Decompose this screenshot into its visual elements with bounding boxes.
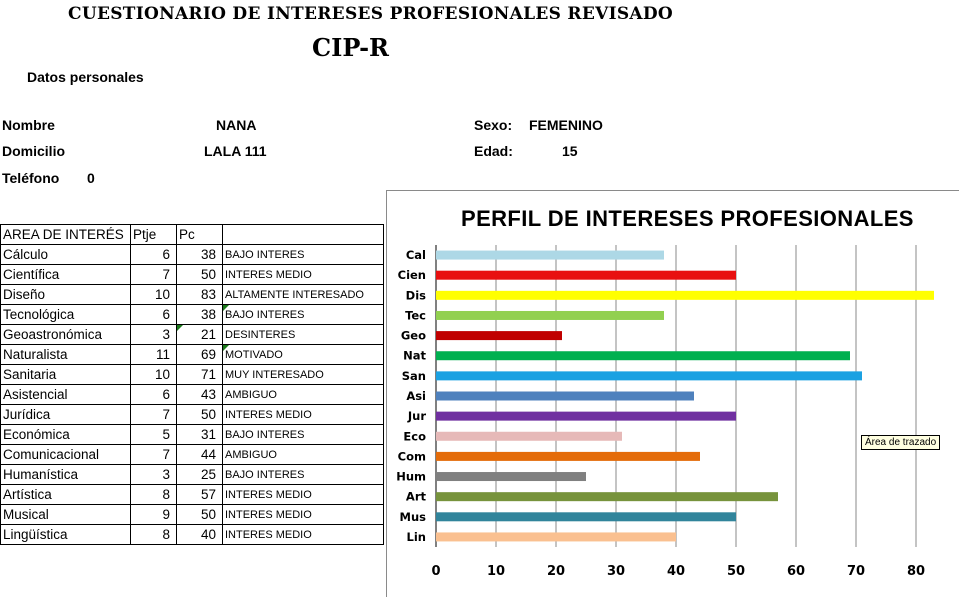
header-pc[interactable]: Pc: [176, 224, 223, 245]
y-category-label: Geo: [401, 329, 426, 343]
x-tick-label: 20: [547, 564, 565, 579]
x-tick-label: 30: [607, 564, 625, 579]
area-cell[interactable]: Naturalista: [0, 344, 131, 365]
bar-mus[interactable]: [436, 512, 736, 522]
pc-cell[interactable]: 40: [176, 524, 223, 545]
y-category-label: Tec: [405, 308, 426, 322]
age-label: Edad:: [474, 143, 513, 159]
y-category-label: Com: [398, 449, 426, 463]
bar-com[interactable]: [436, 451, 700, 461]
table-row: Artística 8 57 INTERES MEDIO: [0, 484, 384, 505]
y-category-label: Eco: [403, 429, 426, 443]
table-row: Cálculo 6 38 BAJO INTERES: [0, 244, 384, 265]
age-value[interactable]: 15: [562, 143, 578, 159]
sex-label: Sexo:: [474, 117, 513, 133]
bar-jur[interactable]: [436, 411, 736, 421]
table-row: Científica 7 50 INTERES MEDIO: [0, 264, 384, 285]
bar-eco[interactable]: [436, 431, 622, 441]
y-category-label: Lin: [407, 530, 426, 544]
interp-cell[interactable]: INTERES MEDIO: [222, 264, 384, 285]
bar-asi[interactable]: [436, 391, 694, 401]
table-row: Comunicacional 7 44 AMBIGUO: [0, 444, 384, 465]
name-label: Nombre: [2, 117, 55, 133]
y-category-label: Hum: [396, 470, 426, 484]
table-row: Tecnológica 6 38 BAJO INTERES: [0, 304, 384, 325]
table-header-row: AREA DE INTERÉS Ptje Pc: [0, 224, 384, 245]
bar-lin[interactable]: [436, 532, 676, 542]
header-area[interactable]: AREA DE INTERÉS: [0, 224, 131, 245]
x-tick-label: 0: [431, 564, 440, 579]
area-cell[interactable]: Artística: [0, 484, 131, 505]
phone-label: Teléfono: [2, 170, 60, 186]
bar-dis[interactable]: [436, 290, 934, 300]
plot-area-tooltip: Área de trazado: [861, 435, 941, 450]
x-tick-label: 60: [787, 564, 805, 579]
y-category-label: Cal: [406, 248, 426, 262]
address-label: Domicilio: [2, 143, 66, 159]
phone-value[interactable]: 0: [87, 170, 95, 186]
area-cell[interactable]: Asistencial: [0, 384, 131, 405]
interp-cell[interactable]: AMBIGUO: [222, 384, 384, 405]
bar-tec[interactable]: [436, 310, 664, 320]
comment-marker: [223, 345, 229, 351]
bar-san[interactable]: [436, 371, 862, 381]
personal-section-label: Datos personales: [27, 69, 144, 85]
area-cell[interactable]: Lingüística: [0, 524, 131, 545]
ptje-cell[interactable]: 10: [130, 284, 177, 305]
x-tick-label: 80: [907, 564, 925, 579]
page-title: CUESTIONARIO DE INTERESES PROFESIONALES …: [68, 4, 674, 24]
area-cell[interactable]: Científica: [0, 264, 131, 285]
chart-title: PERFIL DE INTERESES PROFESIONALES: [461, 206, 914, 231]
area-cell[interactable]: Diseño: [0, 284, 131, 305]
interests-table: AREA DE INTERÉS Ptje Pc Cálculo 6 38 BAJO I…: [0, 224, 384, 545]
y-category-label: Nat: [403, 349, 426, 363]
area-cell[interactable]: Geoastronómica: [0, 324, 131, 345]
sex-value[interactable]: FEMENINO: [529, 117, 603, 133]
bar-art[interactable]: [436, 492, 778, 502]
bar-hum[interactable]: [436, 472, 586, 482]
comment-marker: [177, 325, 183, 331]
table-row: Asistencial 6 43 AMBIGUO: [0, 384, 384, 405]
y-category-label: Art: [406, 490, 427, 504]
y-category-label: Dis: [406, 288, 426, 302]
x-tick-label: 70: [847, 564, 865, 579]
name-value[interactable]: NANA: [216, 117, 257, 133]
bar-cal[interactable]: [436, 250, 664, 260]
y-category-label: Jur: [407, 409, 426, 423]
y-category-label: Mus: [400, 510, 427, 524]
comment-marker: [223, 305, 229, 311]
x-tick-label: 50: [727, 564, 745, 579]
bar-geo[interactable]: [436, 331, 562, 341]
bar-cien[interactable]: [436, 270, 736, 280]
area-cell[interactable]: Económica: [0, 424, 131, 445]
address-value[interactable]: LALA 111: [204, 143, 267, 159]
bar-nat[interactable]: [436, 351, 850, 361]
y-category-label: Asi: [406, 389, 426, 403]
x-tick-label: 40: [667, 564, 685, 579]
x-tick-label: 10: [487, 564, 505, 579]
page-subtitle: CIP-R: [312, 33, 389, 62]
interp-cell[interactable]: INTERES MEDIO: [222, 524, 384, 545]
y-category-label: San: [402, 369, 426, 383]
table-row: Lingüística 8 40 INTERES MEDIO: [0, 524, 384, 545]
interp-cell[interactable]: MUY INTERESADO: [222, 364, 384, 385]
y-category-label: Cien: [398, 268, 426, 282]
interp-cell[interactable]: BAJO INTERES: [222, 304, 384, 325]
